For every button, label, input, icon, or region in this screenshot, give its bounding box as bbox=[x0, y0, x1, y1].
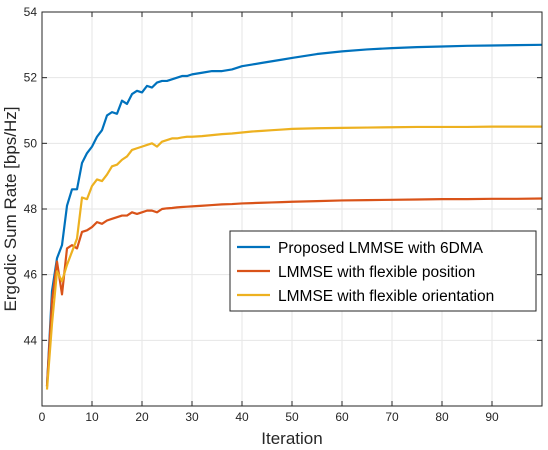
y-tick-label: 50 bbox=[24, 136, 38, 150]
x-tick-label: 60 bbox=[335, 410, 349, 424]
legend: Proposed LMMSE with 6DMA LMMSE with flexi… bbox=[229, 230, 537, 312]
x-tick-label: 10 bbox=[85, 410, 99, 424]
y-axis-label: Ergodic Sum Rate [bps/Hz] bbox=[1, 106, 20, 311]
x-tick-label: 0 bbox=[39, 410, 46, 424]
legend-entry-3: LMMSE with flexible orientation bbox=[278, 288, 494, 305]
x-axis-label: Iteration bbox=[261, 429, 322, 448]
series-line-2 bbox=[45, 197, 543, 387]
y-tick-label: 54 bbox=[24, 5, 38, 19]
x-tick-label: 80 bbox=[435, 410, 449, 424]
x-tick-label: 20 bbox=[135, 410, 149, 424]
y-tick-label: 46 bbox=[24, 268, 38, 282]
x-tick-label: 40 bbox=[235, 410, 249, 424]
x-tick-label: 70 bbox=[385, 410, 399, 424]
legend-entry-1: Proposed LMMSE with 6DMA bbox=[278, 240, 484, 257]
series-line-1 bbox=[45, 43, 543, 387]
series-lines bbox=[45, 43, 543, 390]
y-tick-label: 48 bbox=[24, 202, 38, 216]
legend-entry-2: LMMSE with flexible position bbox=[278, 264, 475, 281]
x-tick-label: 90 bbox=[485, 410, 499, 424]
x-tick-label: 30 bbox=[185, 410, 199, 424]
y-tick-label: 44 bbox=[24, 333, 38, 347]
series-line-3 bbox=[45, 125, 542, 390]
x-tick-label: 50 bbox=[285, 410, 299, 424]
axis-ticks: 0 10 20 30 40 50 60 70 80 90 44 46 48 50 52 54 bbox=[24, 5, 542, 424]
legend-box bbox=[229, 230, 537, 312]
y-tick-label: 52 bbox=[24, 71, 38, 85]
